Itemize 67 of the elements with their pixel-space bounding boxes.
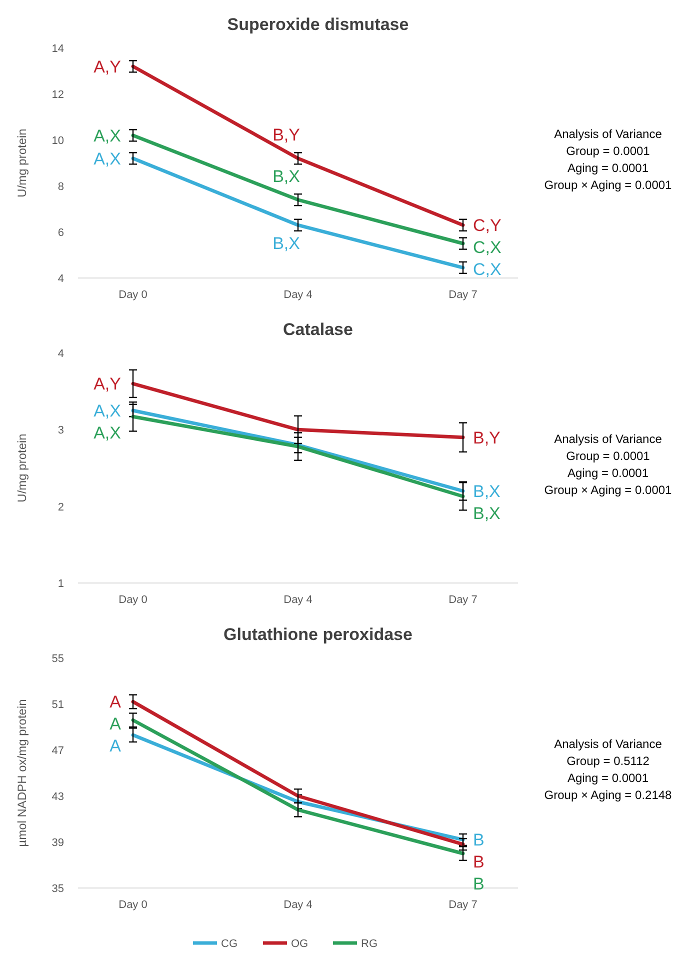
x-tick-label: Day 4 [284, 899, 312, 911]
text: Analysis of Variance [554, 432, 662, 446]
text: Group = 0.5112 [566, 754, 650, 768]
data-label: C,X [473, 238, 502, 258]
y-tick-label: 3 [58, 424, 64, 437]
data-label: B,X [473, 482, 500, 501]
data-label: A [110, 736, 122, 756]
chart-title: Glutathione peroxidase [224, 625, 412, 644]
data-label: B,X [473, 504, 500, 523]
x-tick-label: Day 4 [284, 594, 312, 606]
y-axis-title: U/mg protein [15, 128, 29, 198]
text: Analysis of Variance [554, 127, 662, 141]
x-tick-label: Day 7 [448, 899, 478, 911]
y-tick-label: 2 [58, 501, 64, 514]
data-label: A,X [94, 149, 121, 168]
legend-label: OG [291, 938, 308, 950]
x-tick-label: Day 0 [118, 289, 148, 301]
y-axis-title: µmol NADPH ox/mg protein [15, 699, 29, 847]
data-label: B [473, 874, 484, 894]
y-tick-label: 6 [58, 227, 64, 239]
y-tick-label: 47 [52, 745, 64, 757]
data-label: A,X [94, 424, 121, 442]
data-label: A [110, 714, 122, 734]
text: Analysis of Variance [554, 737, 662, 751]
data-label: A,X [94, 126, 121, 146]
y-tick-label: 35 [52, 883, 64, 895]
data-label: A [110, 692, 122, 712]
y-tick-label: 4 [58, 348, 64, 360]
text: Group × Aging = 0.2148 [544, 788, 672, 802]
data-label: B,X [272, 166, 300, 186]
chart-title: Superoxide dismutase [227, 15, 409, 34]
x-tick-label: Day 4 [284, 289, 312, 301]
legend-label: CG [221, 938, 238, 950]
y-tick-label: 39 [52, 837, 64, 849]
data-label: B,Y [473, 428, 500, 448]
text: Group = 0.0001 [566, 449, 650, 463]
data-label: A,Y [94, 374, 121, 394]
x-tick-label: Day 0 [118, 899, 148, 911]
y-tick-label: 10 [52, 135, 64, 147]
y-tick-label: 43 [52, 791, 64, 803]
x-tick-label: Day 7 [448, 594, 478, 606]
y-axis-title: U/mg protein [15, 434, 29, 502]
y-tick-label: 14 [52, 43, 64, 55]
text: Aging = 0.0001 [567, 771, 649, 785]
data-label: B,X [272, 234, 300, 254]
y-tick-label: 12 [52, 89, 64, 101]
text: Aging = 0.0001 [567, 466, 649, 480]
data-label: A,X [94, 402, 121, 420]
data-label: C,X [473, 260, 502, 280]
text: Aging = 0.0001 [567, 161, 649, 175]
legend-label: RG [361, 938, 378, 950]
y-tick-label: 4 [58, 273, 64, 285]
text: Group = 0.0001 [566, 144, 650, 158]
y-tick-label: 55 [52, 653, 64, 665]
data-label: B [473, 852, 484, 872]
y-tick-label: 8 [58, 181, 64, 193]
y-tick-label: 51 [52, 699, 64, 711]
chart-title: Catalase [283, 320, 353, 339]
x-tick-label: Day 0 [118, 594, 148, 606]
x-tick-label: Day 7 [448, 289, 478, 301]
y-tick-label: 1 [58, 578, 64, 590]
data-label: C,Y [473, 216, 502, 236]
data-label: B,Y [272, 125, 300, 144]
text: Group × Aging = 0.0001 [544, 483, 672, 497]
data-label: A,Y [94, 57, 121, 76]
text: Group × Aging = 0.0001 [544, 178, 672, 192]
data-label: B [473, 830, 484, 850]
